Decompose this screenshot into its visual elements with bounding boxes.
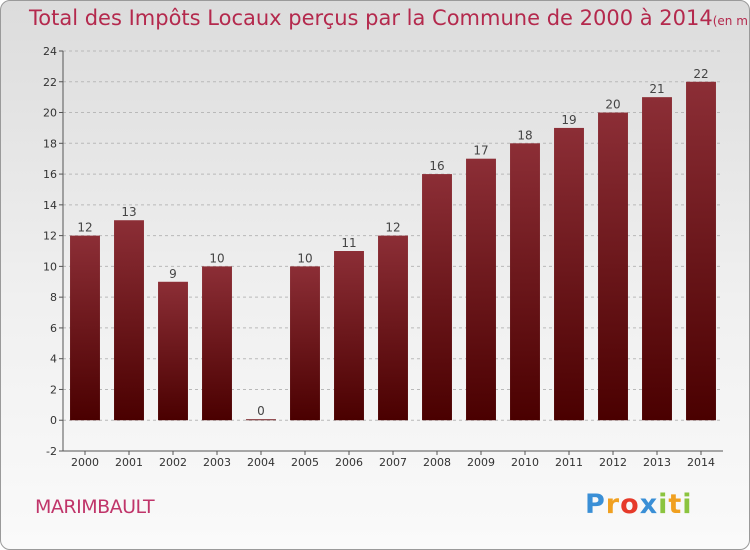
bar: [378, 235, 408, 421]
bars: 12 13 9 10 0 10 11 12 16 17 18 19 20 21 22: [70, 67, 716, 421]
bar: [70, 235, 100, 421]
y-tick-label: 12: [43, 230, 57, 243]
x-tick-label: 2004: [247, 456, 275, 469]
logo-letter: i: [658, 489, 669, 520]
x-tick-label: 2008: [423, 456, 451, 469]
data-label: 13: [121, 205, 136, 219]
bar: [246, 419, 276, 421]
data-label: 20: [605, 98, 620, 112]
data-label: 16: [429, 159, 444, 173]
bar: [202, 266, 232, 421]
data-label: 21: [649, 82, 664, 96]
x-tick-label: 2000: [71, 456, 99, 469]
y-tick-label: -2: [46, 445, 57, 458]
x-tick-label: 2001: [115, 456, 143, 469]
bar: [290, 266, 320, 421]
logo-letter: x: [639, 489, 659, 520]
title-main: Total des Impôts Locaux perçus par la Co…: [29, 6, 713, 30]
y-tick-label: 22: [43, 76, 57, 89]
y-tick-label: 8: [50, 291, 57, 304]
bar: [334, 251, 364, 421]
x-tick-label: 2009: [467, 456, 495, 469]
bar: [686, 81, 716, 421]
logo-letter: P: [585, 489, 606, 520]
x-tick-label: 2010: [511, 456, 539, 469]
bar: [422, 174, 452, 421]
proxiti-logo: Proxiti: [585, 489, 693, 520]
bar: [466, 158, 496, 421]
title-unit: (en milliers d'€): [712, 14, 750, 28]
x-tick-label: 2007: [379, 456, 407, 469]
x-tick-label: 2012: [599, 456, 627, 469]
y-tick-label: 4: [50, 353, 57, 366]
x-tick-label: 2005: [291, 456, 319, 469]
x-tick-label: 2011: [555, 456, 583, 469]
commune-name: MARIMBAULT: [35, 496, 155, 518]
chart-title: Total des Impôts Locaux perçus par la Co…: [29, 6, 750, 30]
data-label: 17: [473, 144, 488, 158]
bar: [598, 112, 628, 421]
data-label: 22: [693, 67, 708, 81]
data-label: 12: [77, 221, 92, 235]
y-tick-label: 14: [43, 199, 57, 212]
x-axis: 2000 2001 2002 2003 2004 2005 2006 2007 2008 2009…: [63, 450, 723, 469]
y-tick-label: 24: [43, 45, 57, 58]
data-label: 19: [561, 113, 576, 127]
x-tick-label: 2002: [159, 456, 187, 469]
logo-letter: i: [682, 489, 693, 520]
data-label: 11: [341, 236, 356, 250]
x-tick-label: 2014: [687, 456, 715, 469]
y-tick-label: 0: [50, 414, 57, 427]
x-tick-label: 2003: [203, 456, 231, 469]
bar: [114, 220, 144, 421]
bar: [642, 97, 672, 421]
y-tick-label: 16: [43, 168, 57, 181]
y-tick-label: 10: [43, 260, 57, 273]
y-tick-label: 18: [43, 137, 57, 150]
y-tick-label: 6: [50, 322, 57, 335]
bar: [158, 281, 188, 421]
data-label: 9: [169, 267, 177, 281]
y-tick-label: 2: [50, 383, 57, 396]
x-tick-label: 2013: [643, 456, 671, 469]
data-label: 10: [297, 251, 312, 265]
logo-letter: o: [620, 489, 640, 520]
x-tick-label: 2006: [335, 456, 363, 469]
y-tick-label: 20: [43, 107, 57, 120]
bar: [554, 127, 584, 421]
data-label: 12: [385, 221, 400, 235]
bar: [510, 143, 540, 421]
logo-letter: t: [668, 489, 683, 520]
data-label: 10: [209, 251, 224, 265]
data-label: 18: [517, 128, 532, 142]
data-label: 0: [257, 404, 265, 418]
logo-letter: r: [605, 489, 621, 520]
